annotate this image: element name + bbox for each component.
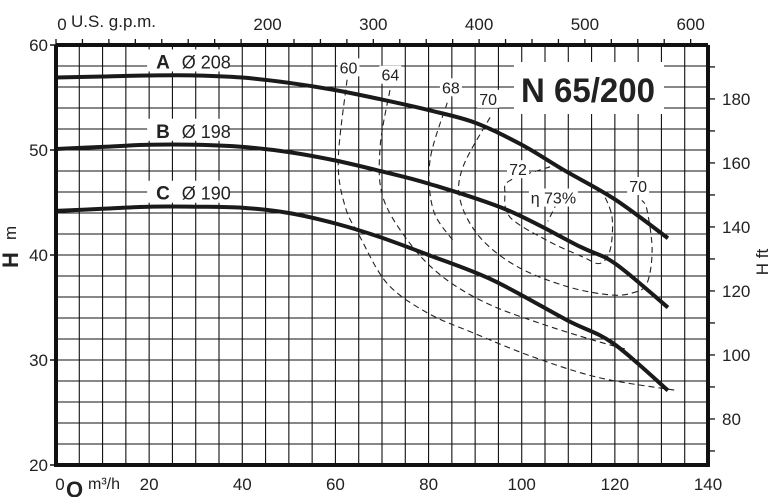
- efficiency-label: 68: [442, 80, 460, 97]
- efficiency-label-bg: [627, 177, 650, 195]
- efficiency-label: 70: [629, 179, 647, 196]
- x2-tick-label: 200: [253, 15, 281, 34]
- x2-tick-label: 300: [359, 15, 387, 34]
- efficiency-label-bg: [337, 58, 360, 77]
- head-curve-c: [55, 204, 670, 392]
- y2-tick-label: 100: [722, 346, 750, 365]
- x-axis-label: Q: [66, 477, 83, 497]
- efficiency-label: 70: [479, 92, 497, 109]
- curve-diameter-b: Ø 198: [182, 122, 231, 142]
- y-tick-label: 60: [29, 36, 48, 55]
- x2-axis-label: U.S. g.p.m.: [71, 12, 156, 31]
- curve-label-bg: [147, 118, 230, 141]
- y-tick-label: 40: [29, 246, 48, 265]
- curve-diameter-a: Ø 208: [182, 52, 231, 72]
- head-curve-a: [55, 73, 670, 240]
- y2-axis-label: H ft: [753, 249, 772, 276]
- efficiency-label: η 73%: [531, 191, 576, 208]
- efficiency-curve-64: [378, 90, 628, 351]
- curve-diameter-c: Ø 190: [182, 184, 231, 204]
- labels: 60 64 68 70 72η 73% 70 A Ø 208 B Ø 198 C Ø 190: [147, 49, 650, 208]
- curve-name-c: C: [156, 184, 170, 205]
- x2-tick-label: 400: [465, 15, 493, 34]
- y2-tick-label: 80: [722, 410, 741, 429]
- x-tick-label: 20: [140, 475, 159, 494]
- efficiency-curve-72: [504, 166, 614, 265]
- x-axis-unit: m³/h: [88, 476, 120, 493]
- x-tick-label: 40: [233, 475, 252, 494]
- plot-frame: [54, 43, 710, 467]
- efficiency-curve-68: [428, 102, 454, 241]
- y2-tick-label: 120: [722, 282, 750, 301]
- y-axis-unit: m: [1, 226, 20, 240]
- y2-tick-label: 140: [722, 218, 750, 237]
- x-tick-label: 60: [326, 475, 345, 494]
- efficiency-label: 72: [509, 162, 527, 179]
- y-tick-label: 50: [29, 141, 48, 160]
- y2-tick-label: 180: [722, 90, 750, 109]
- x-tick-label: 140: [694, 475, 722, 494]
- curve-name-a: A: [156, 52, 170, 73]
- efficiency-label-bg: [379, 65, 402, 84]
- efficiency-curves: [337, 79, 677, 391]
- y-tick-label: 30: [29, 351, 48, 370]
- curve-name-b: B: [156, 122, 170, 143]
- efficiency-label: 64: [381, 68, 399, 85]
- y-tick-label: 20: [29, 456, 48, 475]
- efficiency-label-bg: [506, 160, 529, 179]
- chart-title: N 65/200: [521, 72, 655, 110]
- x2-tick-label: 500: [571, 15, 599, 34]
- efficiency-label-bg: [528, 188, 578, 207]
- efficiency-curve-60: [337, 79, 677, 391]
- x-tick-label: 80: [419, 475, 438, 494]
- y2-tick-label: 160: [722, 154, 750, 173]
- head-curve-b: [55, 142, 670, 310]
- efficiency-label-bg: [439, 78, 462, 97]
- curve-label-bg: [147, 49, 230, 72]
- x-tick-label: 100: [508, 475, 536, 494]
- x2-tick-label: 0: [57, 15, 66, 34]
- efficiency-label-bg: [477, 89, 500, 108]
- efficiency-label: 60: [340, 60, 358, 77]
- curve-label-bg: [147, 180, 230, 203]
- head-curves: [55, 73, 670, 392]
- title-box: [514, 62, 664, 114]
- axis-ticks: 0 20 40 60 80 100 120 140 20 30 40 50 60 80 100 120 140 1…: [29, 15, 750, 494]
- y-axis-label: H: [0, 252, 23, 268]
- x2-tick-label: 600: [676, 15, 704, 34]
- x-tick-label: 0: [55, 475, 64, 494]
- x-tick-label: 120: [601, 475, 629, 494]
